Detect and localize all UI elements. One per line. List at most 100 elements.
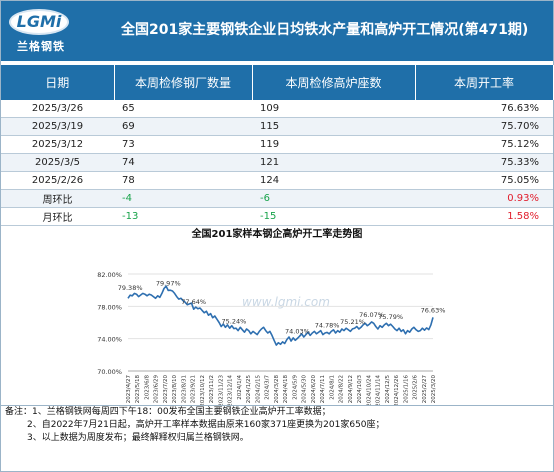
x-tick-label: 2024/12/26: [394, 375, 400, 406]
furnace-table: 日期 本周检修钢厂数量 本周检修高炉座数 本周开工率 2025/3/26 65 …: [1, 65, 554, 226]
x-tick-label: 2023/4/27: [126, 375, 132, 404]
x-tick-label: 2023/10/12: [200, 375, 206, 406]
cell-mom-mills: -13: [114, 207, 252, 226]
chart-title: 全国201家样本钢企高炉开工率走势图: [191, 229, 363, 240]
cell-wow-furnaces: -6: [252, 189, 415, 208]
data-label: 76.63%: [421, 306, 446, 314]
x-tick-label: 2023/5/18: [135, 375, 141, 404]
table-row: 2025/2/26 78 124 75.05%: [1, 171, 553, 190]
cell-date: 2025/3/12: [1, 135, 114, 154]
cell-furnaces: 109: [252, 100, 415, 118]
note-line: 备注：1、兰格钢铁网每周四下午18：00发布全国主要钢铁企业高炉开工率数据；: [5, 407, 331, 417]
table-header-row: 日期 本周检修钢厂数量 本周检修高炉座数 本周开工率: [1, 65, 554, 100]
data-label: 74.03%: [285, 327, 310, 335]
x-tick-label: 2024/2/15: [255, 375, 261, 404]
col-header-rate: 本周开工率: [415, 65, 554, 100]
x-tick-label: 2024/4/18: [283, 375, 289, 404]
cell-mills: 74: [114, 153, 252, 172]
data-label: 75.79%: [378, 313, 403, 321]
x-tick-label: 2024/7/11: [320, 375, 326, 403]
table-row-mom: 月环比 -13 -15 1.58%: [1, 207, 553, 226]
cell-furnaces: 121: [252, 153, 415, 172]
cell-rate: 75.33%: [415, 153, 553, 172]
x-tick-label: 2023/7/20: [163, 375, 169, 404]
cell-rate: 75.05%: [415, 171, 553, 190]
x-tick-label: 2024/3/28: [274, 375, 280, 404]
header-bar: LGMi 兰格钢铁 全国201家主要钢铁企业日均铁水产量和高炉开工情况(第471…: [1, 1, 553, 61]
cell-wow-rate: 0.93%: [415, 189, 553, 208]
y-tick-label: 78.00%: [97, 303, 122, 311]
x-tick-label: 2024/8/1: [329, 375, 335, 400]
data-label: 76.07%: [359, 311, 384, 319]
note-line: 3、以上数据为周度发布；最终解释权归属兰格钢铁网。: [27, 433, 249, 443]
x-tick-label: 2024/5/30: [302, 375, 308, 404]
y-tick-label: 82.00%: [97, 271, 122, 279]
x-tick-label: 2024/6/20: [311, 375, 317, 404]
cell-date: 2025/3/5: [1, 153, 114, 172]
cell-mills: 65: [114, 100, 252, 118]
x-tick-label: 2024/9/12: [348, 375, 354, 403]
cell-mills: 78: [114, 171, 252, 190]
cell-rate: 75.70%: [415, 117, 553, 136]
col-header-mills: 本周检修钢厂数量: [114, 65, 253, 100]
x-tick-label: 2023/9/21: [191, 375, 197, 403]
x-tick-label: 2023/11/23: [218, 375, 224, 406]
cell-furnaces: 124: [252, 171, 415, 190]
cell-date: 2025/3/26: [1, 100, 114, 118]
cell-rate: 76.63%: [415, 100, 553, 118]
chart-container: www.lgmi.com 70.00% 74.00% 78.00% 82.00% 2023…: [1, 221, 553, 406]
data-label: 79.38%: [118, 284, 143, 292]
x-tick-label: 2023/8/31: [181, 375, 187, 403]
table-row: 2025/3/19 69 115 75.70%: [1, 117, 553, 136]
x-tick-label: 2025/2/6: [413, 375, 419, 400]
cell-date: 2025/3/19: [1, 117, 114, 136]
watermark-text: www.lgmi.com: [242, 295, 330, 309]
x-tick-label: 2024/3/7: [265, 375, 271, 400]
y-tick-label: 70.00%: [97, 368, 122, 376]
x-tick-label: 2024/8/22: [339, 375, 345, 403]
x-tick-label: 2024/10/3: [357, 375, 363, 404]
x-tick-label: 2024/11/14: [376, 375, 382, 406]
x-tick-label: 2024/1/25: [246, 375, 252, 404]
table-row: 2025/3/12 73 119 75.12%: [1, 135, 553, 154]
x-tick-label: 2025/2/27: [422, 375, 428, 404]
data-label: 75.21%: [340, 318, 365, 326]
data-label: 75.24%: [222, 318, 247, 326]
x-tick-label: 2023/6/8: [144, 375, 150, 400]
table-row-wow: 周环比 -4 -6 0.93%: [1, 189, 553, 208]
x-tick-label: 2023/8/10: [172, 375, 178, 404]
cell-mom-label: 月环比: [1, 207, 114, 226]
table-row: 2025/3/5 74 121 75.33%: [1, 153, 553, 172]
col-header-furnaces: 本周检修高炉座数: [252, 65, 416, 100]
x-tick-label: 2025/3/20: [431, 375, 437, 404]
logo-cn-text: 兰格钢铁: [17, 40, 65, 53]
x-tick-label: 2024/5/9: [292, 375, 298, 400]
note-line: 2、自2022年7月21日起，高炉开工率样本数据由原来160家371座更换为20…: [27, 420, 385, 430]
cell-mills: 73: [114, 135, 252, 154]
y-tick-label: 74.00%: [97, 336, 122, 344]
cell-rate: 75.12%: [415, 135, 553, 154]
lgmi-logo: LGMi 兰格钢铁: [9, 7, 71, 53]
data-label: 77.64%: [181, 298, 206, 306]
logo-mark: LGMi: [9, 9, 69, 35]
col-header-date: 日期: [1, 65, 115, 100]
cell-wow-mills: -4: [114, 189, 252, 208]
notes: 备注：1、兰格钢铁网每周四下午18：00发布全国主要钢铁企业高炉开工率数据； 2…: [1, 405, 553, 445]
series-line: [127, 285, 434, 346]
x-tick-label: 2023/12/14: [228, 375, 234, 406]
line-chart: www.lgmi.com 70.00% 74.00% 78.00% 82.00% 2023…: [97, 271, 446, 406]
x-tick-label: 2024/1/4: [237, 375, 243, 400]
cell-wow-label: 周环比: [1, 189, 114, 208]
x-tick-label: 2024/12/5: [385, 375, 391, 404]
cell-mom-furnaces: -15: [252, 207, 415, 226]
data-label: 74.78%: [315, 321, 340, 329]
page-title: 全国201家主要钢铁企业日均铁水产量和高炉开工情况(第471期): [121, 22, 529, 38]
x-tick-label: 2024/10/24: [366, 375, 372, 406]
data-label: 79.97%: [156, 279, 181, 287]
cell-date: 2025/2/26: [1, 171, 114, 190]
x-tick-label: 2023/11/2: [209, 375, 215, 403]
cell-furnaces: 115: [252, 117, 415, 136]
cell-mills: 69: [114, 117, 252, 136]
cell-furnaces: 119: [252, 135, 415, 154]
